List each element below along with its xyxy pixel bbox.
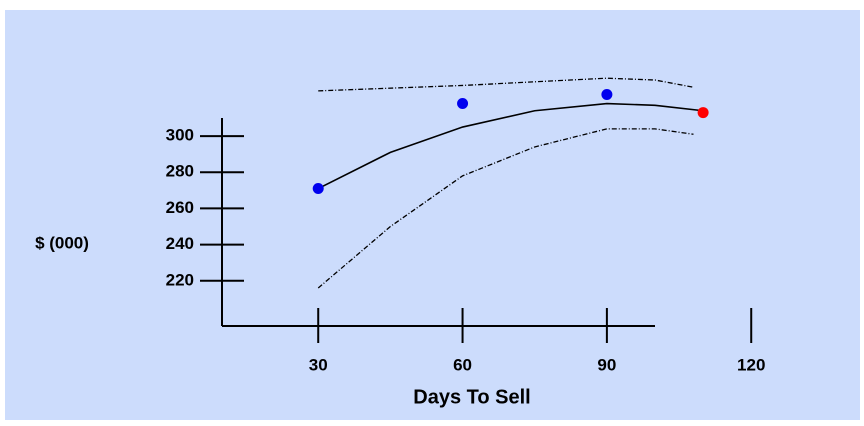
x-tick-label: 120 [737, 355, 765, 374]
x-tick-label: 90 [597, 355, 616, 374]
y-tick-label: 260 [166, 198, 194, 217]
fit-line [317, 102, 704, 190]
x-axis-label: Days To Sell [413, 386, 530, 408]
data-point [601, 88, 613, 100]
y-tick-label: 280 [166, 162, 194, 181]
y-tick-label: 300 [166, 126, 194, 145]
upper-band [318, 77, 694, 92]
x-tick-label: 30 [309, 355, 328, 374]
y-tick-label: 220 [166, 270, 194, 289]
y-tick-label: 240 [166, 234, 194, 253]
lower-band [317, 128, 694, 289]
data-point [457, 98, 469, 110]
highlight-point [697, 107, 709, 119]
x-tick-label: 60 [453, 355, 472, 374]
data-point [312, 183, 324, 195]
y-axis-label: $ (000) [35, 233, 89, 252]
chart-background [5, 10, 860, 420]
